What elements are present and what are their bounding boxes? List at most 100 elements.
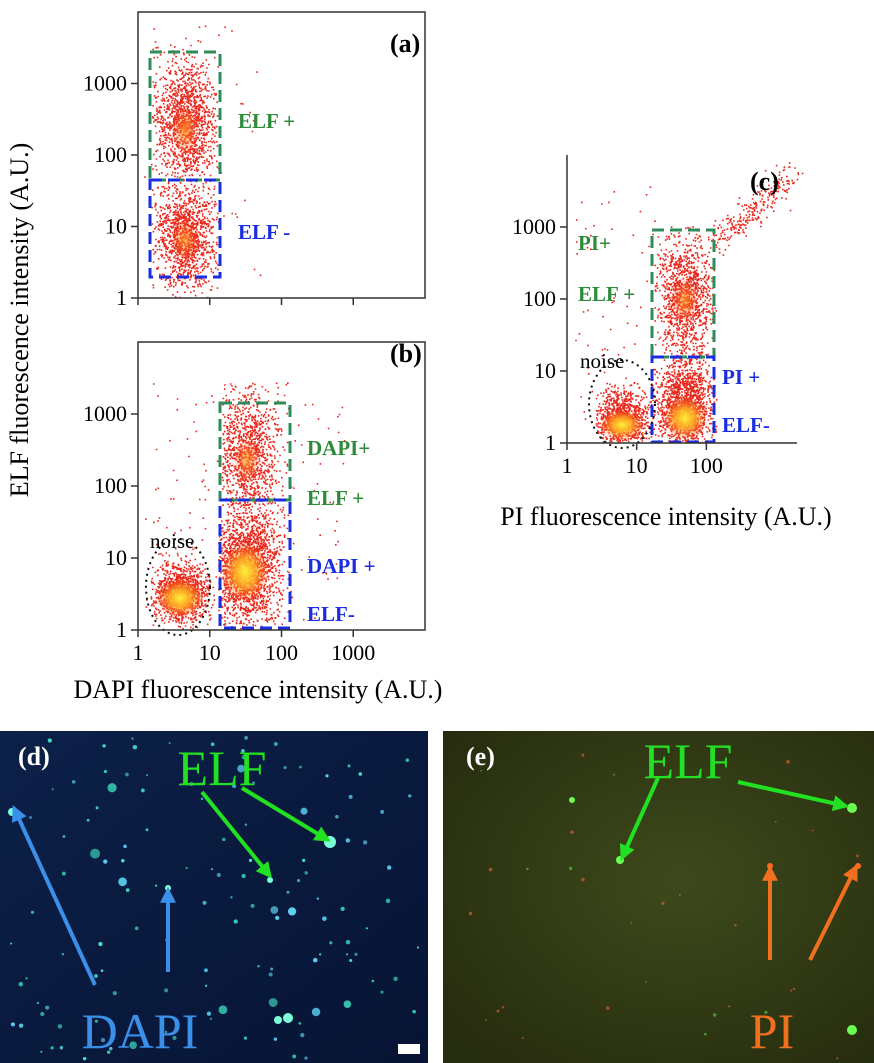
spot [630,921,633,924]
spot [354,952,358,957]
spot [847,803,857,813]
y-tick-label: 1000 [83,401,127,426]
gate-label: DAPI + [307,554,376,578]
panel-label: (b) [390,339,422,368]
x-tick-label: 100 [690,453,723,478]
spot [393,976,398,982]
density-core [663,396,707,440]
spot [98,941,103,947]
density-core [156,578,204,618]
density-core [171,218,199,262]
spot [363,840,368,845]
spot [606,1006,610,1010]
spot [322,916,327,921]
gates [148,50,716,630]
spot [268,972,273,977]
arrow [240,786,331,842]
spot [488,867,493,872]
spot [311,1007,321,1017]
spot [94,1019,98,1023]
spot [90,848,101,859]
spot [581,877,585,882]
spot [145,774,149,777]
spot [125,888,130,892]
gate-label: PI + [722,365,760,389]
spot [790,989,793,992]
y-tick-label: 1 [545,430,556,455]
spot [385,898,391,904]
spot [325,774,329,778]
spot [257,965,260,968]
spot [349,959,353,962]
spot [82,1056,87,1061]
spot [408,794,412,798]
spot [380,990,384,994]
spot [347,764,351,768]
y-axis-label: ELF fluorescence intensity (A.U.) [5,143,34,498]
scale-bar [398,1044,420,1054]
spot [526,867,529,871]
gate-label: ELF - [238,220,290,244]
spot [243,1036,248,1040]
spot [273,1037,278,1041]
spot [189,781,194,787]
spot [50,1046,54,1050]
spot [155,884,158,887]
y-tick-label: 10 [534,358,556,383]
spot [40,1011,45,1017]
spot [209,1017,213,1020]
spot [36,1001,40,1005]
spot [61,952,65,956]
arrow [200,790,273,879]
spot [241,748,245,753]
spot [30,910,34,914]
spot [274,1016,282,1024]
spot [480,769,483,772]
arrow [737,780,850,812]
spot [521,1037,524,1039]
density-core [171,104,199,156]
spot [774,820,777,823]
y-tick-label: 100 [94,473,127,498]
spot [200,797,204,801]
spot [316,897,319,900]
noise-circle [145,538,211,636]
spot [386,865,392,870]
gate-label: ELF- [722,413,770,437]
spot [613,773,616,776]
spot [581,753,585,757]
spot [244,823,248,826]
spot [61,871,66,876]
spot [274,742,278,746]
spot [645,980,647,983]
arrow [12,805,97,986]
spot [661,901,665,905]
spot [204,984,208,987]
y-tick-label: 100 [523,286,556,311]
spot [252,781,255,785]
x-tick-label: 10 [626,453,648,478]
spot [145,828,149,832]
spot [764,1010,768,1014]
spot [109,1046,113,1051]
spot [712,1013,717,1017]
spot [416,946,420,949]
spot [29,816,32,819]
spot [340,906,345,912]
gate-box [148,178,222,279]
spot [47,738,52,743]
spot [172,1035,177,1041]
y-tick-label: 10 [105,545,127,570]
spot [45,1005,50,1010]
spot [100,1037,106,1043]
spot [241,873,246,879]
y-tick-label: 1 [116,617,127,642]
gate-label: ELF + [578,282,635,306]
spot [10,1022,15,1027]
spot [793,987,796,991]
spot [210,868,214,871]
spot [297,878,301,883]
density-core [671,276,699,324]
x-tick-label: 1 [133,640,144,665]
spot [292,1054,297,1059]
